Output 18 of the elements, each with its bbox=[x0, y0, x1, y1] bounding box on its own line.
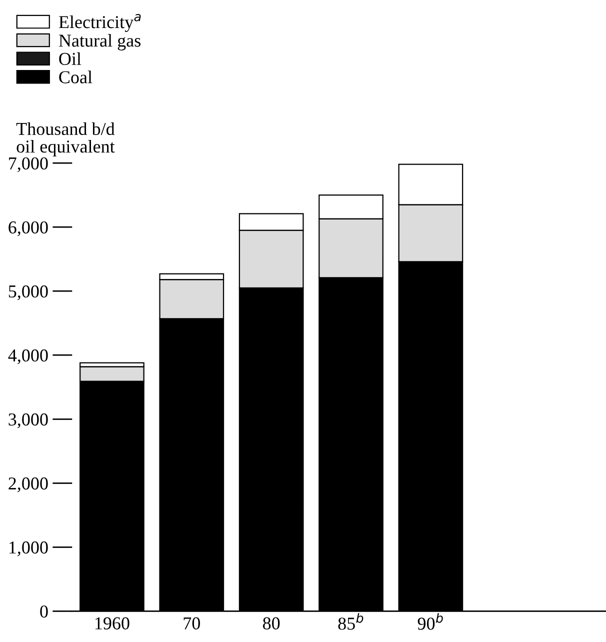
legend-label: Oil bbox=[59, 52, 82, 66]
x-tick-label: 1960 bbox=[95, 617, 130, 630]
legend-label: Coal bbox=[59, 70, 92, 84]
y-tick-label: 7,000 bbox=[9, 157, 48, 172]
y-tick-label: 0 bbox=[40, 605, 48, 618]
legend-label: Electricity$^{a}$ bbox=[58, 14, 141, 32]
x-tick-label: 85$^{b}$ bbox=[338, 613, 364, 630]
x-tick-label: 70 bbox=[184, 617, 200, 630]
y-tick-label: 3,000 bbox=[8, 413, 48, 428]
y-axis-title: Thousand b/d oil equivalent bbox=[16, 122, 115, 156]
legend-label: Natural gas bbox=[58, 34, 140, 50]
y-tick-label: 1,000 bbox=[9, 541, 48, 556]
x-tick-label: 90$^{b}$ bbox=[418, 613, 443, 630]
y-tick-label: 2,000 bbox=[8, 477, 48, 492]
y-tick-label: 4,000 bbox=[8, 349, 48, 364]
x-tick-label: 80 bbox=[262, 617, 280, 630]
y-tick-label: 6,000 bbox=[8, 221, 48, 236]
y-tick-label: 5,000 bbox=[8, 285, 48, 300]
